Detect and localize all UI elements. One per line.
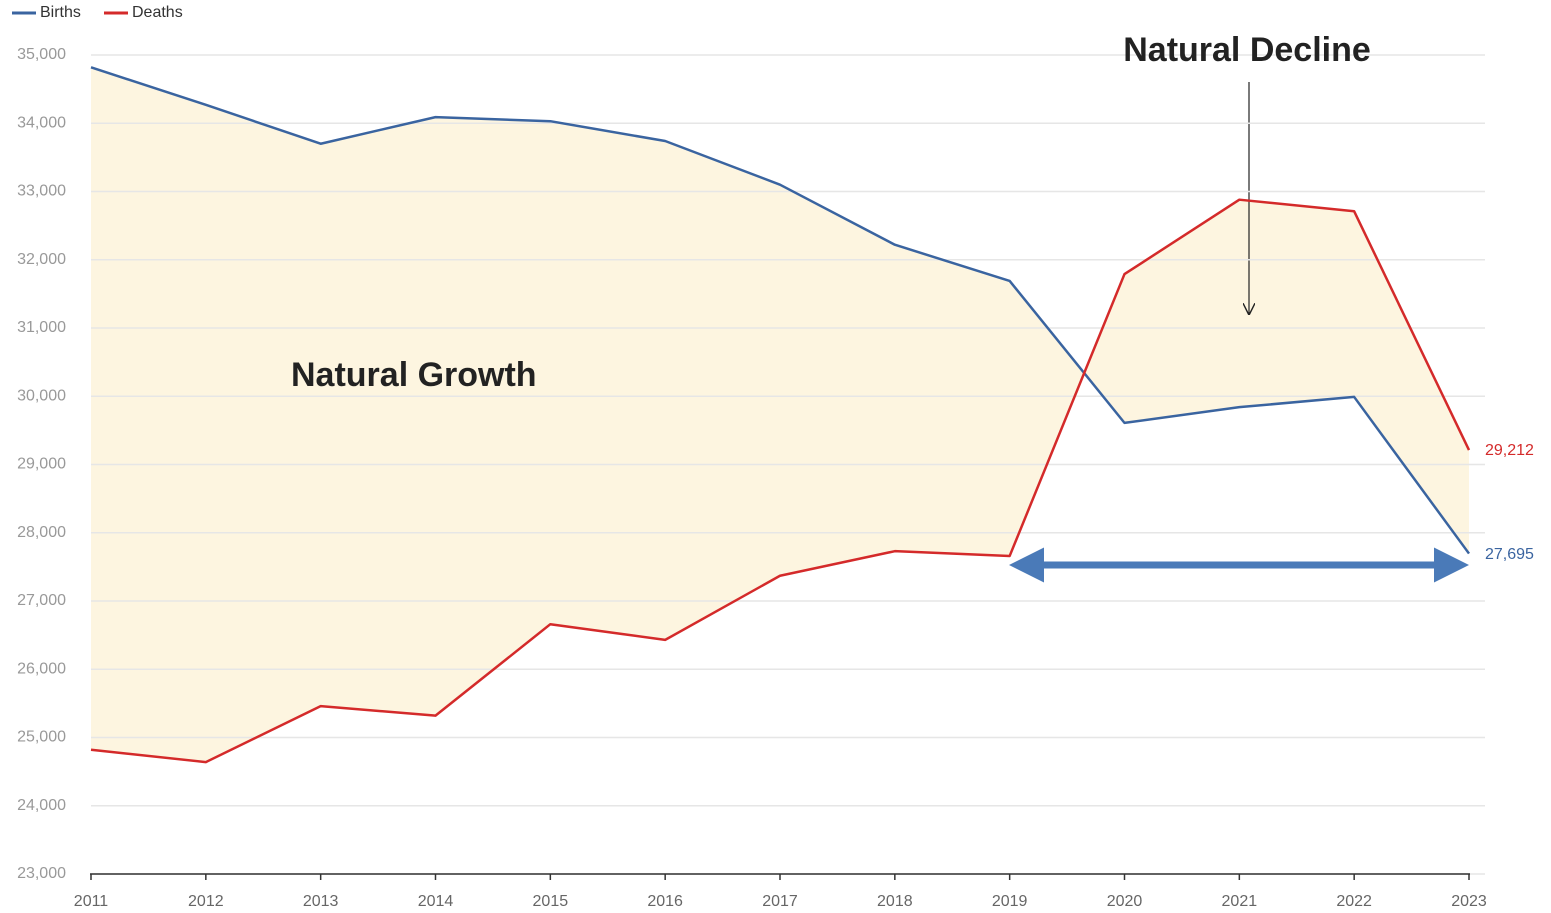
y-tick-label: 28,000 bbox=[17, 524, 66, 541]
y-tick-label: 32,000 bbox=[17, 251, 66, 268]
y-tick-label: 24,000 bbox=[17, 797, 66, 814]
x-tick-label: 2014 bbox=[418, 893, 454, 910]
legend-label: Births bbox=[40, 4, 81, 21]
series-line bbox=[90, 66, 1471, 555]
x-tick-label: 2012 bbox=[188, 893, 224, 910]
x-tick-label: 2023 bbox=[1451, 893, 1487, 910]
y-tick-label: 30,000 bbox=[17, 387, 66, 404]
fill-between bbox=[91, 67, 1469, 763]
x-tick-label: 2013 bbox=[303, 893, 339, 910]
y-tick-label: 33,000 bbox=[17, 183, 66, 200]
series-line bbox=[90, 198, 1471, 764]
y-tick-label: 23,000 bbox=[17, 865, 66, 882]
annotation: Natural Growth bbox=[291, 356, 537, 394]
y-tick-label: 35,000 bbox=[17, 46, 66, 63]
y-tick-label: 29,000 bbox=[17, 456, 66, 473]
x-tick-label: 2021 bbox=[1222, 893, 1258, 910]
y-tick-label: 27,000 bbox=[17, 592, 66, 609]
y-tick-label: 34,000 bbox=[17, 114, 66, 131]
annotation: Natural Decline bbox=[1123, 31, 1371, 69]
legend-label: Deaths bbox=[132, 4, 183, 21]
value-label: 29,212 bbox=[1485, 442, 1534, 459]
y-tick-label: 26,000 bbox=[17, 660, 66, 677]
x-tick-label: 2022 bbox=[1336, 893, 1372, 910]
x-tick-label: 2018 bbox=[877, 893, 913, 910]
value-label: 27,695 bbox=[1485, 546, 1534, 563]
x-tick-label: 2016 bbox=[647, 893, 683, 910]
x-tick-label: 2017 bbox=[762, 893, 798, 910]
x-tick-label: 2020 bbox=[1107, 893, 1143, 910]
x-tick-label: 2019 bbox=[992, 893, 1028, 910]
x-tick-label: 2015 bbox=[533, 893, 569, 910]
y-tick-label: 31,000 bbox=[17, 319, 66, 336]
y-tick-label: 25,000 bbox=[17, 729, 66, 746]
x-tick-label: 2011 bbox=[74, 893, 109, 910]
